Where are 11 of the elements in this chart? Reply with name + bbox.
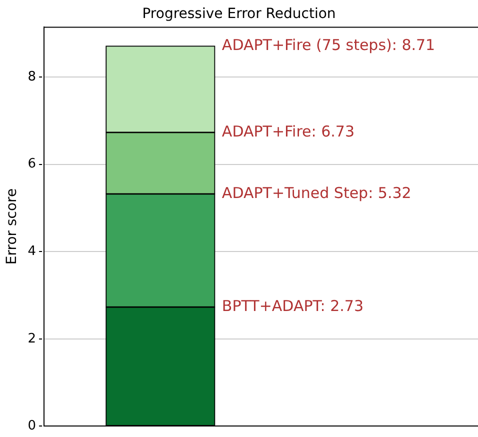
y-tick-label: 6: [28, 156, 36, 172]
y-tick-label: 4: [28, 244, 36, 259]
y-tick-label: 8: [28, 69, 36, 84]
annotation: ADAPT+Tuned Step: 5.32: [222, 184, 412, 202]
annotation: ADAPT+Fire: 6.73: [222, 122, 355, 140]
annotation: ADAPT+Fire (75 steps): 8.71: [222, 36, 436, 54]
annotation: BPTT+ADAPT: 2.73: [222, 296, 364, 315]
chart-title: Progressive Error Reduction: [142, 6, 336, 22]
y-tick-label: 0: [28, 418, 36, 434]
y-axis-title: Error score: [4, 188, 20, 265]
y-tick-label: 2: [28, 331, 36, 346]
